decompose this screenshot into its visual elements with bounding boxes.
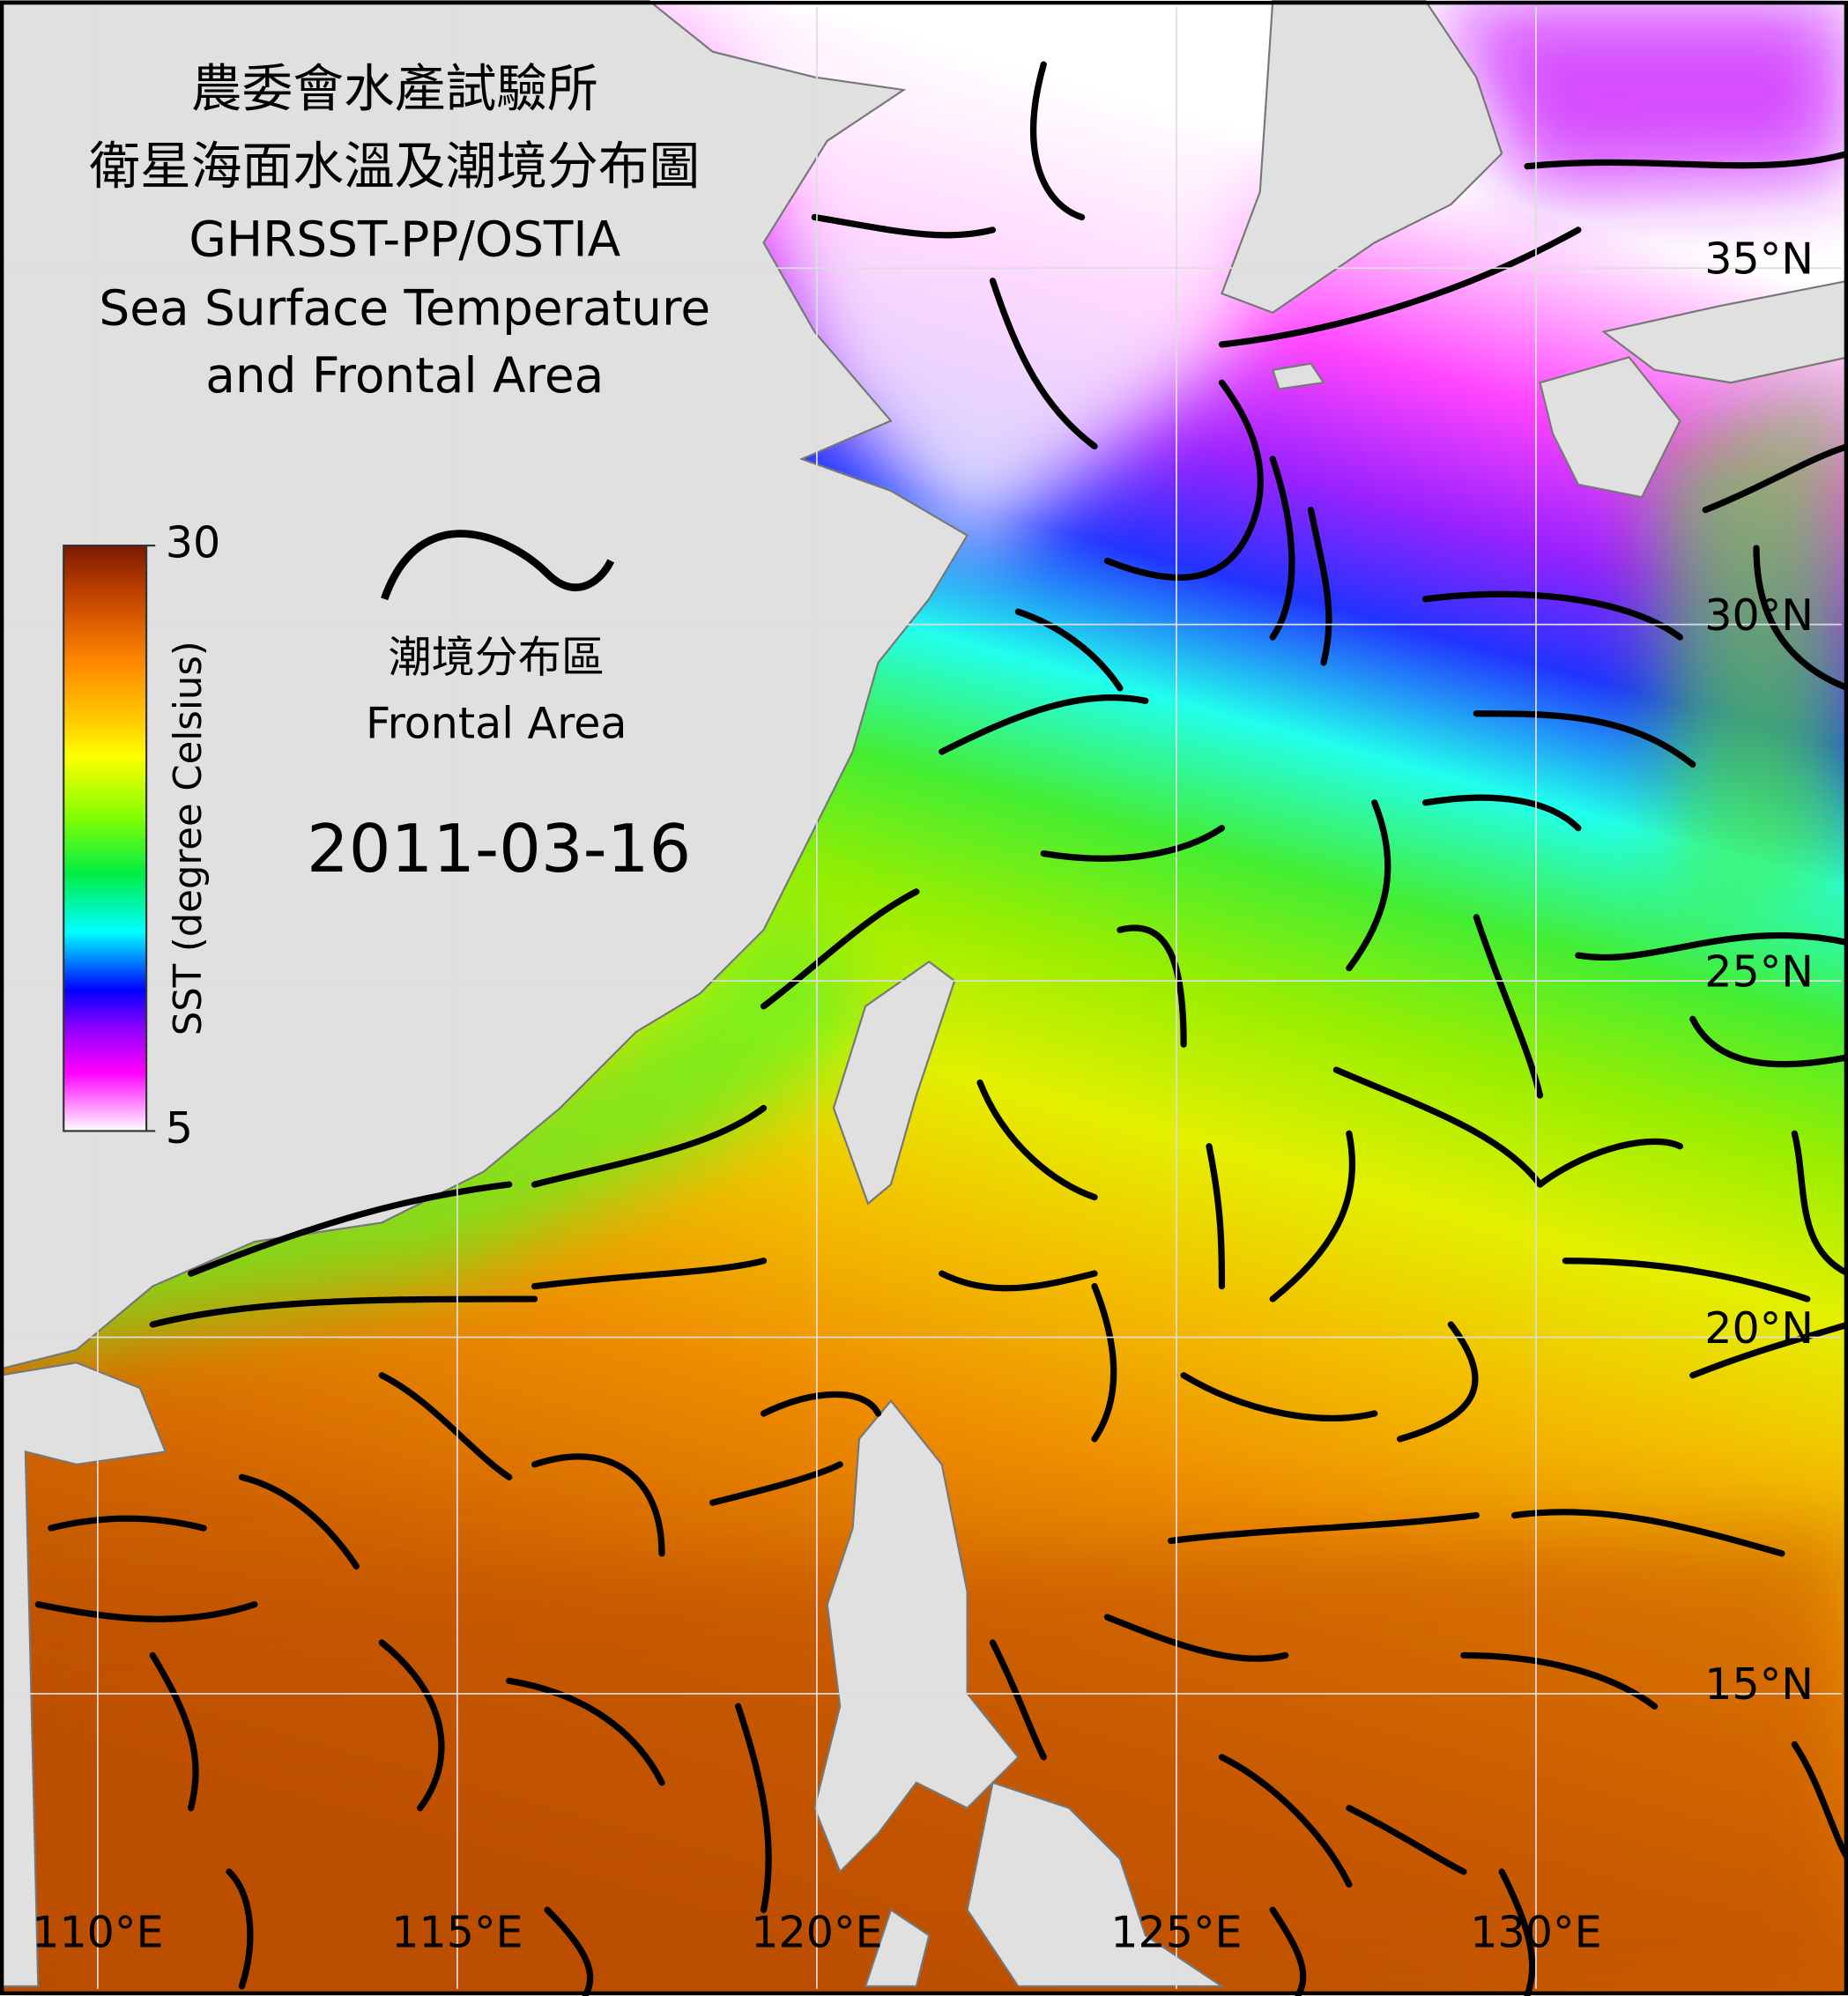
lon-tick-label: 115°E <box>391 1907 523 1958</box>
colorbar-label: SST (degree Celsius) <box>167 641 211 1035</box>
lon-tick-label: 125°E <box>1110 1907 1242 1958</box>
front <box>1307 507 1332 666</box>
lon-tick-label: 120°E <box>751 1907 882 1958</box>
lat-tick-label: 20°N <box>1704 1302 1814 1354</box>
front <box>1791 1740 1848 1863</box>
front <box>989 278 1098 450</box>
front <box>1091 1283 1117 1443</box>
front <box>226 1868 254 1990</box>
front <box>1269 1130 1356 1302</box>
front <box>709 1461 843 1506</box>
lat-tick-label: 30°N <box>1704 590 1814 641</box>
legend-label-zh: 潮境分布區 <box>389 632 605 683</box>
front <box>1269 1906 1307 1996</box>
front <box>735 1703 772 1913</box>
title-en-1: GHRSST-PP/OSTIA <box>189 211 620 267</box>
colorbar-ticks: 5 30 <box>146 517 220 1154</box>
lat-tick-label: 25°N <box>1704 946 1814 997</box>
colorbar-tick-label: 5 <box>166 1102 193 1154</box>
front <box>939 1270 1098 1292</box>
graticule <box>6 7 1842 1989</box>
front <box>1473 914 1544 1099</box>
front <box>1346 799 1392 972</box>
front <box>1575 931 1848 961</box>
visayas <box>966 1781 1226 1988</box>
front <box>1524 150 1848 170</box>
front <box>531 1453 665 1557</box>
mindoro <box>864 1908 931 1988</box>
front <box>378 1639 445 1812</box>
front <box>48 1515 207 1532</box>
front <box>811 213 997 239</box>
frontal-lines <box>34 61 1848 1996</box>
title-zh-2: 衛星海面水溫及潮境分布圖 <box>89 137 700 197</box>
front <box>1689 1015 1848 1068</box>
front <box>989 1639 1047 1761</box>
title-zh-1: 農委會水產試驗所 <box>191 59 598 119</box>
front <box>1473 710 1696 768</box>
front <box>1218 226 1582 348</box>
front <box>1702 442 1848 514</box>
colorbar <box>63 544 148 1132</box>
legend-swatch <box>381 530 615 601</box>
front <box>1206 1143 1226 1290</box>
lon-tick-label: 130°E <box>1470 1907 1601 1958</box>
kyushu <box>1539 356 1681 499</box>
taiwan <box>832 961 956 1206</box>
front <box>531 1258 768 1290</box>
front <box>238 1473 360 1569</box>
luzon <box>813 1399 1020 1874</box>
lat-tick-label: 35°N <box>1704 234 1814 285</box>
front <box>1103 379 1264 581</box>
front <box>976 1079 1098 1201</box>
jeju <box>1271 362 1325 390</box>
front <box>1753 545 1848 692</box>
front <box>1168 1511 1480 1545</box>
title-block: 農委會水產試驗所 衛星海面水溫及潮境分布圖 GHRSST-PP/OSTIA Se… <box>89 59 710 404</box>
front <box>1117 924 1187 1048</box>
date: 2011-03-16 <box>307 810 691 887</box>
front <box>188 1181 513 1277</box>
front <box>506 1677 665 1786</box>
lat-tick-label: 15°N <box>1704 1658 1814 1710</box>
honshu <box>1601 279 1848 384</box>
front <box>1421 794 1582 832</box>
front <box>1218 1754 1353 1888</box>
colorbar-tick-label: 30 <box>166 517 220 568</box>
front <box>531 1104 768 1188</box>
korea <box>1221 0 1503 315</box>
front <box>760 1391 882 1417</box>
front <box>149 1295 538 1328</box>
front <box>1103 1614 1289 1662</box>
front <box>1030 61 1086 221</box>
front <box>149 1651 199 1812</box>
front <box>1397 1321 1479 1443</box>
legend-label-en: Frontal Area <box>366 698 627 749</box>
front <box>544 1906 594 1996</box>
front <box>34 1601 258 1622</box>
title-en-3: and Frontal Area <box>205 347 604 404</box>
front <box>1421 590 1683 641</box>
front <box>1014 608 1124 692</box>
front <box>1511 1509 1785 1557</box>
title-en-2: Sea Surface Temperature <box>99 279 710 336</box>
front <box>378 1372 513 1480</box>
lon-tick-label: 110°E <box>32 1907 163 1958</box>
front <box>1562 1258 1811 1302</box>
front <box>939 694 1149 755</box>
front <box>760 888 920 1010</box>
front <box>1498 1868 1536 1996</box>
front <box>1346 1805 1467 1875</box>
front <box>1269 456 1295 641</box>
front <box>1040 825 1226 862</box>
front <box>1791 1130 1848 1277</box>
front <box>1689 1321 1848 1379</box>
front <box>1180 1372 1378 1422</box>
